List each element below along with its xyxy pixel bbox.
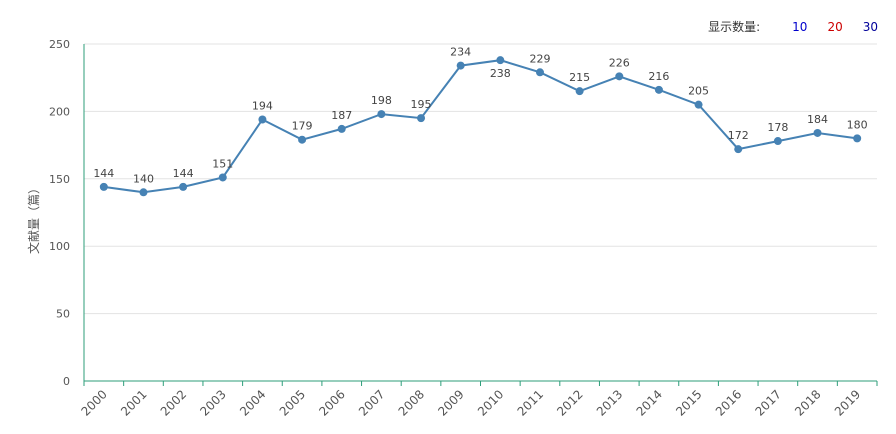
- data-label: 178: [767, 121, 788, 134]
- data-point: [496, 56, 505, 65]
- x-tick-label: 2013: [594, 387, 625, 418]
- x-tick-label: 2009: [435, 387, 466, 418]
- x-tick-label: 2005: [277, 387, 308, 418]
- x-tick-label: 2015: [673, 387, 704, 418]
- x-tick-label: 2010: [475, 387, 506, 418]
- data-label: 187: [331, 109, 352, 122]
- data-point: [218, 173, 227, 182]
- data-point: [853, 134, 862, 143]
- data-label: 226: [609, 56, 630, 69]
- data-label: 184: [807, 113, 828, 126]
- data-point: [139, 188, 148, 197]
- y-tick-label: 200: [49, 105, 70, 118]
- y-tick-label: 150: [49, 173, 70, 186]
- y-tick-label: 50: [56, 308, 70, 321]
- y-ticks: 0 50 100 150 200 250: [49, 38, 70, 388]
- data-points: [99, 56, 862, 197]
- count-option-30[interactable]: 30: [862, 19, 878, 34]
- x-tick-label: 2016: [713, 387, 744, 418]
- data-label: 194: [252, 99, 273, 112]
- data-labels: 144 140 144 151 194 179 187 198 195 234 238 229 215 2…: [93, 46, 867, 186]
- data-point: [575, 87, 584, 96]
- x-tick-label: 2003: [197, 387, 228, 418]
- data-label: 238: [490, 67, 511, 80]
- x-tick-label: 2007: [356, 387, 387, 418]
- data-label: 229: [529, 52, 550, 65]
- data-point: [813, 128, 822, 137]
- data-point: [734, 145, 743, 154]
- count-option-10[interactable]: 10: [792, 19, 808, 34]
- data-label: 144: [173, 167, 194, 180]
- data-point: [535, 68, 544, 77]
- x-tick-label: 2001: [118, 387, 149, 418]
- y-tick-label: 0: [63, 375, 70, 388]
- data-point: [337, 124, 346, 133]
- data-point: [377, 110, 386, 119]
- x-tick-label: 2019: [832, 387, 863, 418]
- data-label: 205: [688, 85, 709, 98]
- series-line: [103, 59, 858, 194]
- data-label: 151: [212, 157, 233, 170]
- x-tick-label: 2006: [316, 387, 347, 418]
- data-point: [773, 137, 782, 146]
- data-point: [456, 61, 465, 70]
- data-label: 144: [93, 167, 114, 180]
- data-point: [298, 135, 307, 144]
- x-tick-label: 2012: [554, 387, 585, 418]
- x-tick-label: 2014: [634, 387, 665, 418]
- x-tick-label: 2018: [792, 387, 823, 418]
- data-point: [694, 100, 703, 109]
- data-label: 216: [648, 70, 669, 83]
- data-label: 140: [133, 172, 154, 185]
- data-label: 179: [292, 120, 313, 133]
- x-tick-label: 2008: [396, 387, 427, 418]
- x-ticks: 2000 2001 2002 2003 2004 2005 2006 2007 2008 2009…: [78, 381, 878, 419]
- x-tick-label: 2000: [78, 387, 109, 418]
- data-label: 172: [728, 129, 749, 142]
- count-selector-label: 显示数量:: [708, 20, 761, 34]
- data-point: [615, 72, 624, 81]
- data-label: 180: [847, 118, 868, 131]
- data-point: [179, 182, 188, 191]
- y-axis-label: 文献量（篇）: [26, 182, 41, 254]
- x-tick-label: 2004: [237, 387, 268, 418]
- x-tick-label: 2017: [752, 387, 783, 418]
- data-label: 234: [450, 46, 471, 59]
- data-label: 215: [569, 71, 590, 84]
- data-label: 198: [371, 94, 392, 107]
- data-point: [258, 115, 267, 124]
- gridlines: [84, 43, 877, 315]
- data-point: [654, 85, 663, 94]
- count-selector: 显示数量: 10 20 30: [708, 18, 878, 35]
- y-tick-label: 250: [49, 38, 70, 51]
- y-tick-label: 100: [49, 240, 70, 253]
- x-tick-label: 2011: [515, 387, 546, 418]
- data-point: [417, 114, 426, 123]
- data-label: 195: [411, 98, 432, 111]
- count-option-20[interactable]: 20: [827, 19, 843, 34]
- x-tick-label: 2002: [158, 387, 189, 418]
- data-point: [99, 182, 108, 191]
